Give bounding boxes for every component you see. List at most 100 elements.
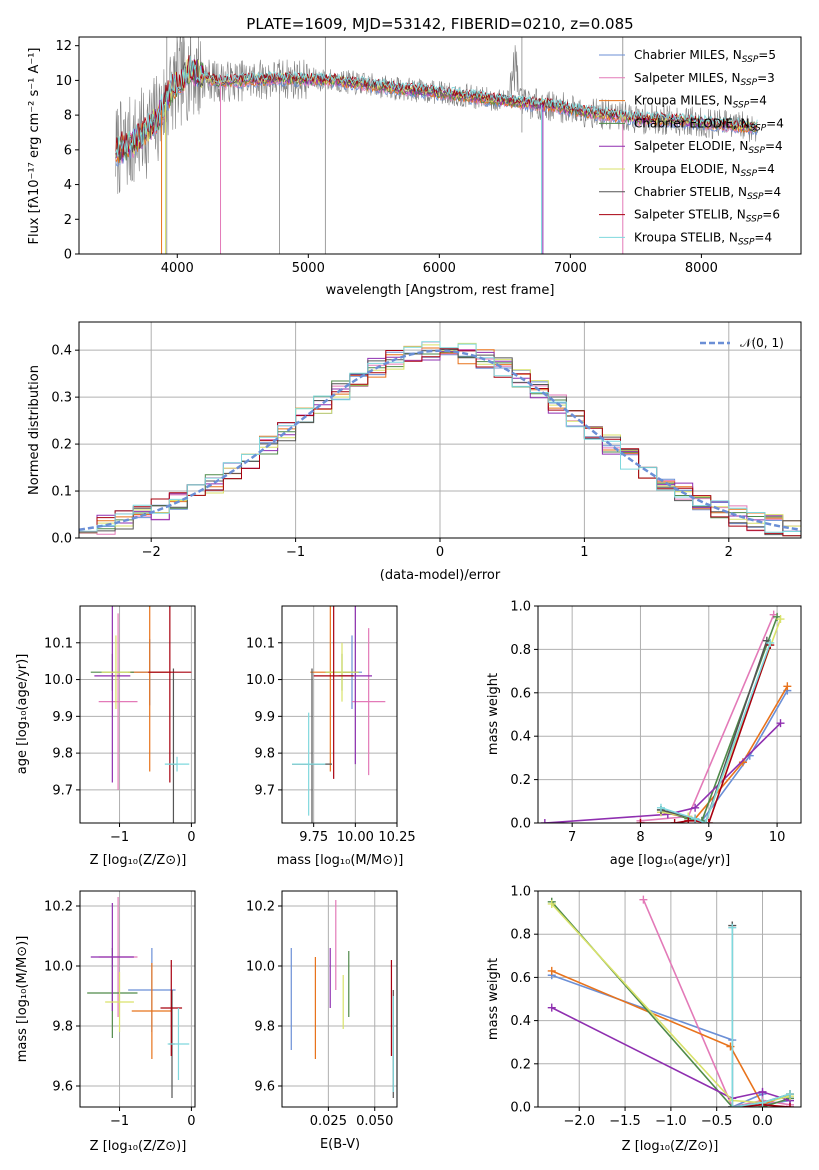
series-marker [786,1090,795,1099]
y-tick-label: 0.8 [510,643,531,658]
x-tick-label: 0.0 [752,1114,773,1129]
y-tick-label: 10.1 [44,636,73,651]
x-tick-label: 0 [436,545,444,560]
errorbar-point [352,628,386,776]
age-z-plot: −1 0 9.7 9.8 9.9 10.0 10.1 [44,605,196,845]
x-tick-label: 7000 [554,261,587,276]
legend-entry: Kroupa ELODIE, NSSP=4 [634,162,775,179]
legend-entry: Chabrier STELIB, NSSP=4 [634,185,781,202]
x-tick-label: −1 [110,830,129,845]
plot-area [79,341,801,537]
model-spectrum-2 [115,63,758,164]
massweight-age-ylabel: mass weight [486,673,501,755]
series-marker [547,966,556,975]
x-tick-label: −2.0 [563,1114,595,1129]
x-tick-label: 2 [725,545,733,560]
axes-border [281,605,398,824]
y-tick-label: 10.2 [246,900,275,915]
y-tick-label: 4 [64,178,72,193]
series-marker [728,923,737,932]
residual-legend: 𝒩(0, 1) [700,336,784,350]
spectrum-xlabel: wavelength [Angstrom, rest frame] [326,283,555,298]
errorbar-point [148,606,192,783]
legend-entry: Salpeter MILES, NSSP=3 [634,71,775,88]
x-tick-label: 0.050 [356,1114,393,1129]
axes-frame: −1 0 9.7 9.8 9.9 10.0 10.1 [44,605,196,845]
massweight-age-panel: 7 8 9 10 0.0 0.2 0.4 0.6 0.8 1.0 age [log₁₀(age/y… [486,600,802,868]
plot-area [547,895,795,1107]
x-tick-label: 4000 [161,261,194,276]
legend-entry: Kroupa STELIB, NSSP=4 [634,230,772,247]
series-marker [766,638,775,647]
massweight-z-plot: −2.0 −1.5 −1.0 −0.5 0.0 0.0 0.2 0.4 0.6 0.8 1.0 [510,885,802,1129]
massweight-z-ylabel: mass weight [486,958,501,1040]
y-tick-label: 1.0 [510,885,531,900]
axes-border [79,605,196,824]
series-marker [656,803,665,812]
errorbar-point [313,606,354,779]
mass-weight-series-8 [660,642,772,823]
legend-entry: Salpeter STELIB, NSSP=6 [634,208,780,225]
series-marker [786,1103,795,1107]
plot-area [290,900,394,1098]
plot-area [87,897,190,1098]
x-tick-label: −2 [142,545,161,560]
series-marker [726,1042,735,1051]
mass-z-plot: −1 0 9.6 9.8 10.0 10.2 [44,890,196,1129]
mass-ebv-plot: 0.025 0.050 9.6 9.8 10.0 10.2 [246,890,398,1129]
axes-border [78,36,802,255]
x-tick-label: 8 [636,830,644,845]
mass-weight-series-4 [544,722,782,823]
axes-frame: −1 0 9.6 9.8 10.0 10.2 [44,890,196,1129]
age-mass-panel: 9.75 10.00 10.25 9.7 9.8 9.9 10.0 10.1 mass [lo… [246,605,416,868]
y-tick-label: 9.6 [254,1080,275,1095]
y-tick-label: 9.9 [254,710,275,725]
axes-frame: 7 8 9 10 0.0 0.2 0.4 0.6 0.8 1.0 [510,600,802,845]
series-marker [639,895,648,904]
model-spectrum-0 [115,62,758,167]
x-tick-label: 5000 [292,261,325,276]
series-marker [728,1103,737,1107]
massweight-z-panel: −2.0 −1.5 −1.0 −0.5 0.0 0.0 0.2 0.4 0.6 0.8 1.0 Z … [486,885,802,1154]
spectrum-title: PLATE=1609, MJD=53142, FIBERID=0210, z=0… [246,15,633,33]
y-tick-label: 0.6 [510,971,531,986]
axes-border [79,890,196,1108]
series-marker [636,819,645,823]
errorbar-point [94,606,131,783]
y-tick-label: 0.0 [51,532,72,547]
mass-z-xlabel: Z [log₁₀(Z/Z⊙)] [90,1139,187,1154]
x-tick-label: 0.025 [310,1114,347,1129]
x-tick-label: 0 [187,830,195,845]
axes-border [281,890,398,1108]
mass-weight-series-5 [551,903,791,1104]
y-tick-label: 0.0 [510,817,531,832]
y-tick-label: 0.1 [51,485,72,500]
x-tick-label: 0 [187,1114,195,1129]
x-tick-label: −1.5 [609,1114,641,1129]
y-tick-label: 10.0 [44,673,73,688]
y-tick-label: 0.4 [510,730,531,745]
mass-weight-series-8 [731,927,791,1107]
errorbar-point [90,903,134,1011]
y-tick-label: 0.6 [510,686,531,701]
y-tick-label: 0.4 [51,344,72,359]
axes-frame: 0.025 0.050 9.6 9.8 10.0 10.2 [246,890,398,1129]
series-marker [758,1098,767,1107]
x-tick-label: −1 [286,545,305,560]
spectrum-plot: 4000 5000 6000 7000 8000 0 2 4 6 8 10 12 [55,36,802,276]
mass-weight-series-0 [551,974,791,1107]
x-tick-label: 7 [568,830,576,845]
series-marker [776,615,785,624]
axes-frame: −2.0 −1.5 −1.0 −0.5 0.0 0.0 0.2 0.4 0.6 0.8 1.0 [510,885,802,1129]
x-tick-label: −0.5 [701,1114,733,1129]
x-tick-label: 9.75 [299,830,328,845]
errorbar-point [325,642,359,702]
age-z-ylabel: age [log₁₀(age/yr)] [15,654,30,775]
plot-area [540,610,792,823]
y-tick-label: 10 [55,74,72,89]
y-tick-label: 9.6 [52,1080,73,1095]
series-marker [547,1003,556,1012]
age-mass-plot: 9.75 10.00 10.25 9.7 9.8 9.9 10.0 10.1 [246,605,416,845]
errorbar-point [131,963,172,1059]
